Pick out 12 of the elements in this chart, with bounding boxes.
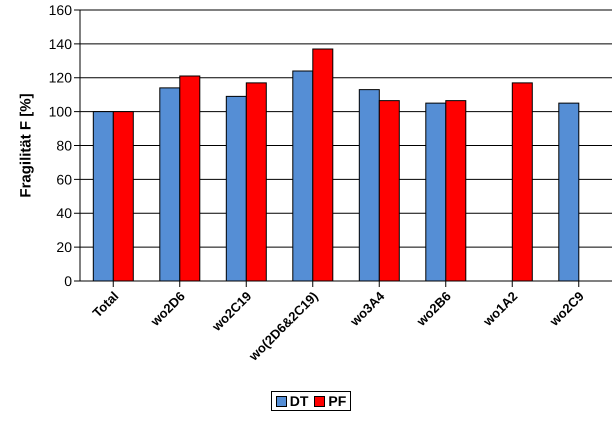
y-tick-label: 40 xyxy=(56,205,72,222)
y-tick-label: 120 xyxy=(48,70,72,86)
y-tick-label: 100 xyxy=(48,104,72,120)
y-tick-label: 60 xyxy=(56,171,72,188)
y-tick-label: 140 xyxy=(48,36,72,52)
legend-label: PF xyxy=(327,393,346,409)
y-tick-label: 0 xyxy=(64,272,72,289)
y-tick-label: 20 xyxy=(56,239,72,256)
y-tick-label: 80 xyxy=(56,137,72,154)
legend-label: DT xyxy=(288,393,308,409)
y-axis-title: Fragilität F [%] xyxy=(17,93,34,198)
y-tick-label: 160 xyxy=(48,2,72,18)
